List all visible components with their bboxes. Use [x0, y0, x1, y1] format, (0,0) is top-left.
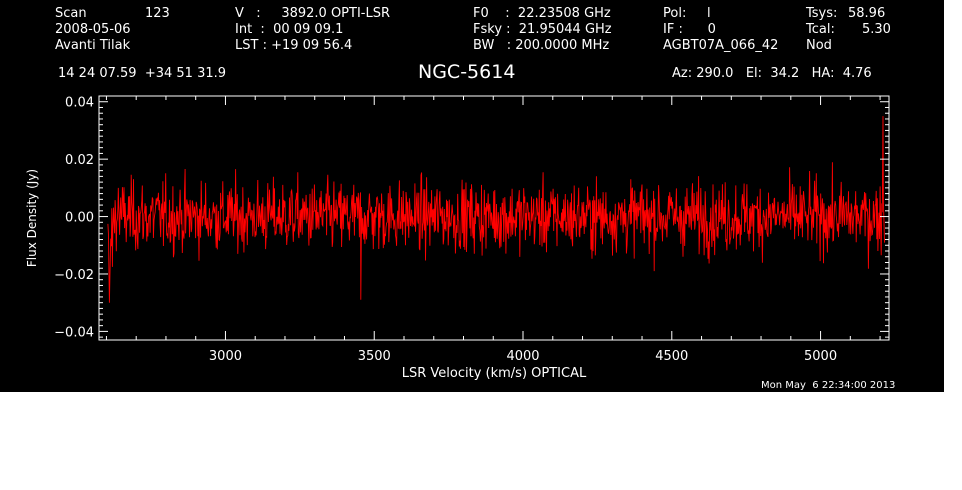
plot-timestamp: Mon May 6 22:34:00 2013 — [761, 380, 896, 391]
y-tick-label: −0.04 — [54, 325, 94, 340]
x-tick-label: 3500 — [358, 349, 391, 364]
x-axis-label: LSR Velocity (km/s) OPTICAL — [402, 366, 587, 381]
bandwidth-line: BW : 200.0000 MHz — [473, 38, 610, 53]
plot-frame — [98, 95, 890, 341]
tcal-label: Tcal: — [806, 22, 835, 37]
plot-panel: Scan 123 V : 3892.0 OPTI-LSR F0 : 22.235… — [0, 0, 944, 392]
if-line: IF : 0 — [663, 22, 716, 37]
y-tick-label: 0.02 — [65, 153, 94, 168]
az-el-ha: Az: 290.0 El: 34.2 HA: 4.76 — [672, 66, 872, 81]
tcal-value: 5.30 — [862, 22, 891, 37]
velocity-line: V : 3892.0 OPTI-LSR — [235, 6, 391, 21]
y-axis-label: Flux Density (Jy) — [25, 169, 39, 267]
scan-number: 123 — [145, 6, 170, 21]
spectrum-chart: 3000 3500 4000 4500 5000 −0.04 −0.02 0.00 0.02 0.… — [25, 95, 890, 381]
project-id: AGBT07A_066_42 — [663, 38, 779, 53]
observer-name: Avanti Tilak — [55, 38, 131, 53]
flux-density-trace — [107, 116, 885, 303]
y-tick-label: −0.02 — [54, 268, 94, 283]
x-tick-label: 4500 — [655, 349, 688, 364]
rest-frequency-line: F0 : 22.23508 GHz — [473, 6, 611, 21]
x-tick-label: 5000 — [804, 349, 837, 364]
scan-label: Scan — [55, 6, 87, 21]
y-tick-label: 0.00 — [65, 211, 94, 226]
lst-line: LST : +19 09 56.4 — [235, 38, 353, 53]
polarization-line: Pol: l — [663, 6, 711, 21]
observing-mode: Nod — [806, 38, 832, 53]
x-tick-label: 4000 — [506, 349, 539, 364]
observation-date: 2008-05-06 — [55, 22, 131, 37]
source-name: NGC-5614 — [418, 61, 516, 83]
sky-frequency-line: Fsky : 21.95044 GHz — [473, 22, 612, 37]
y-tick-label: 0.04 — [65, 96, 94, 111]
tsys-value: 58.96 — [848, 6, 886, 21]
integration-time-line: Int : 00 09 09.1 — [235, 22, 344, 37]
tsys-label: Tsys: — [806, 6, 838, 21]
x-tick-label: 3000 — [209, 349, 242, 364]
source-coordinates: 14 24 07.59 +34 51 31.9 — [58, 66, 227, 81]
